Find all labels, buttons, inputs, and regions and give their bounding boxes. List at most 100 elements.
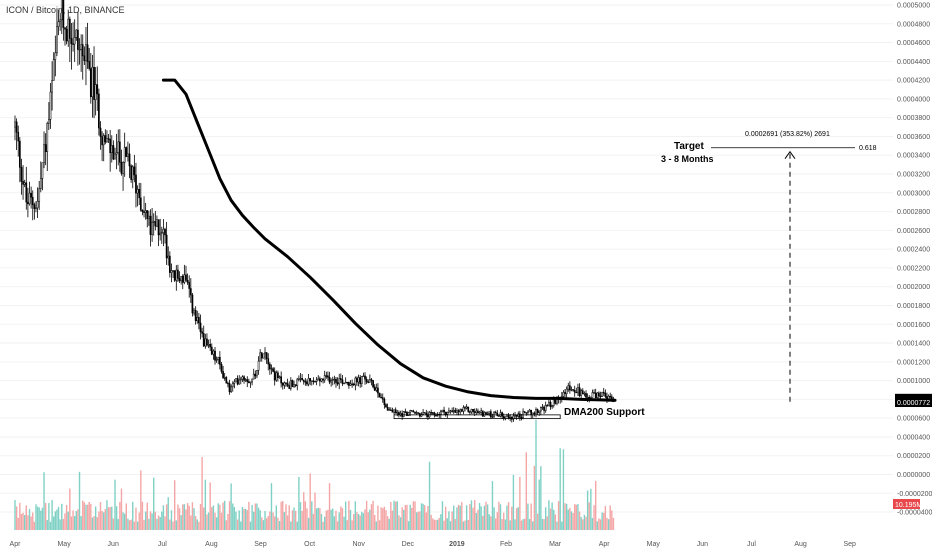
volume-bar	[533, 465, 536, 530]
candle-body	[304, 381, 307, 383]
y-tick-label: 0.0004800	[897, 21, 930, 28]
volume-bar	[262, 520, 265, 530]
volume-bar	[178, 508, 181, 530]
x-tick-label: May	[57, 541, 71, 548]
volume-bar	[323, 516, 326, 530]
candle-body	[107, 138, 110, 140]
volume-bar	[404, 504, 407, 530]
candle-body	[164, 228, 166, 236]
candle-body	[396, 412, 399, 414]
candle-body	[448, 410, 450, 413]
volume-bar	[393, 500, 395, 530]
candle-body	[417, 412, 420, 414]
candle-body	[367, 381, 370, 383]
x-tick-label: Sep	[843, 541, 856, 548]
volume-bar	[444, 506, 447, 530]
candle-body	[573, 389, 576, 393]
volume-bar	[91, 517, 94, 530]
volume-bar	[133, 521, 136, 530]
volume-bar	[94, 506, 97, 530]
volume-bar	[348, 500, 350, 530]
volume-bar	[344, 501, 347, 530]
volume-bar	[577, 503, 579, 530]
candle-body	[246, 379, 249, 382]
candle-body	[159, 232, 162, 236]
volume-bar	[277, 517, 279, 530]
candle-body	[551, 405, 553, 408]
volume-bar	[151, 513, 153, 530]
volume-bar	[256, 503, 258, 530]
volume-bar	[112, 518, 115, 530]
volume-bar	[453, 505, 455, 530]
candle-body	[77, 29, 79, 50]
candle-body	[530, 409, 533, 415]
volume-bar	[333, 516, 336, 530]
price-badge-text: 0.0000772	[897, 400, 930, 407]
candle-body	[202, 333, 205, 347]
candle-body	[201, 331, 203, 334]
volume-bar	[448, 511, 450, 530]
candle-body	[301, 378, 303, 381]
volume-bar	[403, 509, 405, 530]
time-axis[interactable]: Apr May Jun Jul Aug Sep Oct Nov Dec 2019 Feb Mar Apr…	[10, 541, 856, 548]
y-tick-label: 0.0002000	[897, 284, 930, 291]
candle-body	[483, 412, 486, 417]
candle-body	[375, 387, 378, 391]
candle-body	[373, 386, 376, 391]
volume-bar	[69, 488, 71, 530]
candle-body	[602, 391, 605, 394]
candle-body	[215, 359, 218, 361]
candle-body	[143, 211, 145, 213]
candle-body	[456, 410, 458, 413]
candle-body	[256, 370, 258, 377]
x-tick-label: Apr	[599, 541, 611, 548]
volume-bar	[612, 517, 615, 530]
candle-body	[57, 21, 60, 27]
volume-bar	[564, 503, 566, 530]
candle-body	[144, 210, 147, 213]
volume-bar	[114, 479, 116, 530]
volume-bar	[312, 513, 315, 530]
volume-bar	[386, 516, 389, 530]
candle-body	[189, 288, 192, 296]
price-axis[interactable]: 0.0005000 0.0004800 0.0004600 0.0004400 0.00…	[897, 3, 932, 517]
volume-bar	[44, 503, 47, 530]
y-tick-label: 0.0005000	[897, 3, 930, 10]
candle-body	[388, 409, 391, 411]
volume-bar	[238, 510, 240, 530]
volume-bar	[507, 502, 510, 530]
volume-bar	[415, 512, 418, 530]
y-tick-label: 0.0000400	[897, 434, 930, 441]
candle-body	[383, 398, 386, 405]
x-tick-label: Nov	[352, 541, 365, 548]
candle-body	[285, 382, 287, 384]
candle-body	[233, 381, 236, 384]
candle-body	[315, 379, 318, 382]
volume-bar	[335, 510, 337, 530]
candle-body	[514, 414, 516, 417]
candle-body	[549, 401, 552, 408]
candle-body	[41, 162, 44, 179]
candle-body	[306, 381, 308, 385]
candle-body	[580, 390, 583, 396]
candle-body	[86, 44, 89, 62]
candle-body	[359, 377, 362, 384]
volume-bar	[70, 516, 73, 530]
volume-bar	[59, 519, 61, 530]
range-box	[393, 414, 561, 420]
volume-bar	[206, 514, 208, 530]
volume-bar	[175, 520, 178, 530]
volume-bar	[117, 519, 119, 530]
volume-bar	[399, 517, 402, 530]
candle-body	[78, 49, 81, 51]
volume-bar	[591, 517, 594, 530]
candle-body	[244, 379, 247, 381]
candle-body	[539, 407, 542, 412]
volume-bar	[259, 510, 261, 530]
volume-bar	[457, 504, 460, 530]
volume-bar	[109, 507, 111, 530]
candle-body	[598, 392, 600, 397]
volume-bar	[148, 518, 150, 530]
volume-bar	[607, 519, 610, 530]
